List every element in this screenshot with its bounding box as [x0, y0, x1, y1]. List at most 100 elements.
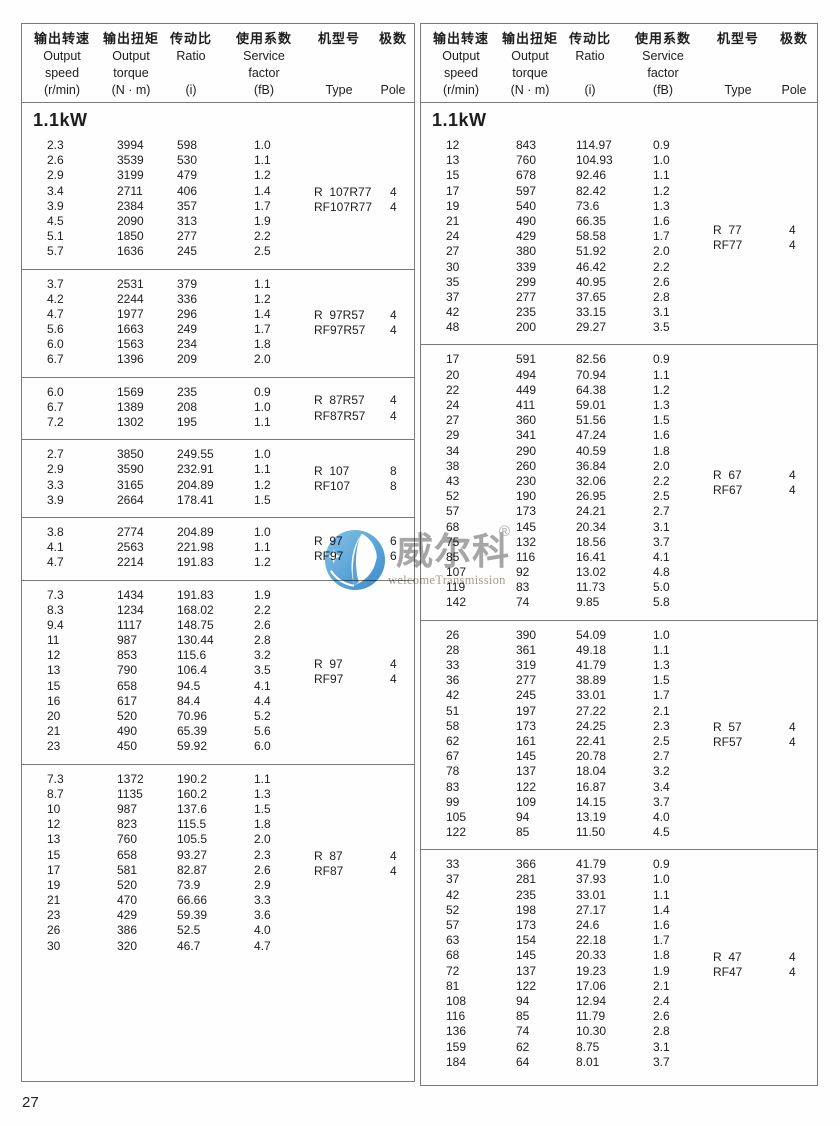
output-torque-value: 235	[516, 305, 537, 320]
ratio-value: 33.01	[576, 688, 607, 703]
service-factor-value: 5.2	[254, 709, 271, 723]
type-pole-block: R 107 8 RF107 8	[314, 463, 397, 493]
pole-count: 4	[390, 408, 397, 423]
output-speed-value: 28	[446, 642, 460, 657]
ratio-value: 18.04	[576, 764, 607, 779]
ratio-value: 18.56	[576, 534, 607, 549]
ratio-value: 168.02	[177, 602, 214, 617]
pole-count: 4	[789, 222, 796, 237]
data-row: 62 161 22.41 2.5	[421, 734, 817, 749]
service-factor-value: 1.2	[653, 382, 670, 397]
row-group-rows: 6.0 1569 235 0.9 6.7 1389 208 1.0 7.2 1302 195 1.1	[22, 385, 414, 431]
service-factor-value: 5.8	[653, 595, 670, 610]
service-factor-value: 1.1	[653, 642, 670, 657]
header-label-en-line2	[559, 65, 621, 82]
output-speed-value: 24	[446, 398, 460, 412]
output-speed-value: 20	[446, 367, 460, 382]
service-factor-value: 1.0	[653, 627, 670, 642]
type-pole-block: R 67 4 RF67 4	[713, 467, 796, 497]
service-factor-value: 2.0	[254, 352, 271, 367]
output-torque-value: 581	[117, 862, 138, 877]
type-pole-line: RF67 4	[713, 483, 796, 498]
ratio-value: 9.85	[576, 595, 600, 610]
service-factor-value: 2.2	[254, 229, 271, 244]
data-row: 5.7 1636 245 2.5	[22, 244, 414, 259]
data-row: 3.7 2531 379 1.1	[22, 277, 414, 292]
service-factor-value: 2.7	[653, 749, 670, 764]
header-label-en-line1: Output	[112, 49, 150, 63]
service-factor-value: 1.8	[254, 337, 271, 352]
data-row: 57 173 24.6 1.6	[421, 918, 817, 933]
service-factor-value: 1.1	[254, 540, 271, 555]
ratio-value: 37.93	[576, 872, 607, 887]
ratio-value: 8.01	[576, 1054, 600, 1069]
output-speed-value: 13	[446, 153, 460, 168]
header-label-en-line2: factor	[647, 66, 679, 80]
header-unit-label: Pole	[380, 83, 406, 97]
output-torque-value: 1850	[117, 229, 144, 244]
service-factor-value: 2.5	[653, 733, 670, 748]
output-torque-value: 411	[516, 398, 536, 412]
service-factor-value: 4.5	[653, 825, 670, 840]
gearbox-type-label: RF77	[713, 237, 743, 252]
service-factor-value: 1.6	[653, 213, 670, 228]
data-row: 2.9 3199 479 1.2	[22, 168, 414, 183]
output-speed-value: 142	[446, 595, 467, 610]
ratio-value: 24.25	[576, 718, 607, 733]
header-label-en-line2: speed	[44, 66, 80, 80]
output-speed-value: 37	[446, 289, 460, 304]
service-factor-value: 1.0	[254, 447, 271, 462]
output-speed-value: 36	[446, 673, 460, 688]
service-factor-value: 3.1	[653, 1039, 670, 1054]
output-speed-value: 15	[446, 168, 460, 183]
output-speed-value: 3.8	[47, 524, 64, 539]
data-row: 17 591 82.56 0.9	[421, 352, 817, 367]
output-speed-value: 19	[47, 877, 61, 892]
output-speed-value: 23	[47, 908, 61, 923]
output-speed-value: 24	[446, 229, 460, 244]
output-torque-value: 760	[117, 832, 138, 847]
service-factor-value: 2.5	[653, 489, 670, 504]
ratio-value: 14.15	[576, 794, 607, 809]
ratio-value: 11.50	[576, 825, 606, 840]
service-factor-value: 1.0	[254, 138, 271, 152]
output-speed-value: 42	[446, 887, 460, 902]
output-torque-value: 3850	[117, 447, 144, 462]
output-torque-value: 281	[516, 872, 537, 887]
header-label-en-line1	[771, 48, 817, 65]
output-torque-value: 74	[516, 1024, 530, 1039]
ratio-value: 204.89	[177, 477, 214, 492]
output-torque-value: 658	[117, 678, 138, 693]
service-factor-value: 6.0	[254, 739, 271, 754]
row-group-rows: 3.8 2774 204.89 1.0 4.1 2563 221.98 1.1 4.7 2214 1…	[22, 525, 414, 571]
ratio-value: 41.79	[576, 857, 607, 872]
ratio-value: 104.93	[576, 153, 613, 168]
ratio-value: 66.35	[576, 213, 607, 228]
data-row: 27 360 51.56 1.5	[421, 413, 817, 428]
data-row: 4.5 2090 313 1.9	[22, 214, 414, 229]
header-unit-label: (N · m)	[510, 83, 550, 97]
data-row: 3.9 2664 178.41 1.5	[22, 493, 414, 508]
ratio-value: 36.84	[576, 458, 607, 473]
output-torque-value: 790	[117, 663, 138, 678]
output-speed-value: 17	[446, 183, 460, 198]
output-torque-value: 366	[516, 857, 537, 872]
data-row: 7.3 1372 190.2 1.1	[22, 772, 414, 787]
service-factor-value: 2.0	[653, 244, 670, 259]
output-speed-value: 6.7	[47, 399, 64, 414]
output-torque-value: 145	[516, 948, 537, 963]
ratio-value: 357	[177, 198, 198, 213]
header-label-en-line1	[306, 48, 372, 65]
output-torque-value: 62	[516, 1039, 530, 1054]
output-speed-value: 108	[446, 993, 467, 1008]
data-row: 68 145 20.33 1.8	[421, 948, 817, 963]
output-speed-value: 13	[47, 832, 61, 847]
row-group: 3.7 2531 379 1.1 4.2 2244 336 1.2 4.7 1977 296 1.4 5…	[22, 270, 414, 378]
pole-count: 4	[789, 467, 796, 482]
output-speed-value: 72	[446, 963, 460, 978]
header-label-en-line2	[372, 65, 414, 82]
output-speed-value: 68	[446, 519, 460, 534]
power-rating-label: 1.1kW	[33, 110, 88, 130]
output-speed-value: 5.7	[47, 244, 64, 259]
service-factor-value: 4.1	[254, 678, 271, 693]
